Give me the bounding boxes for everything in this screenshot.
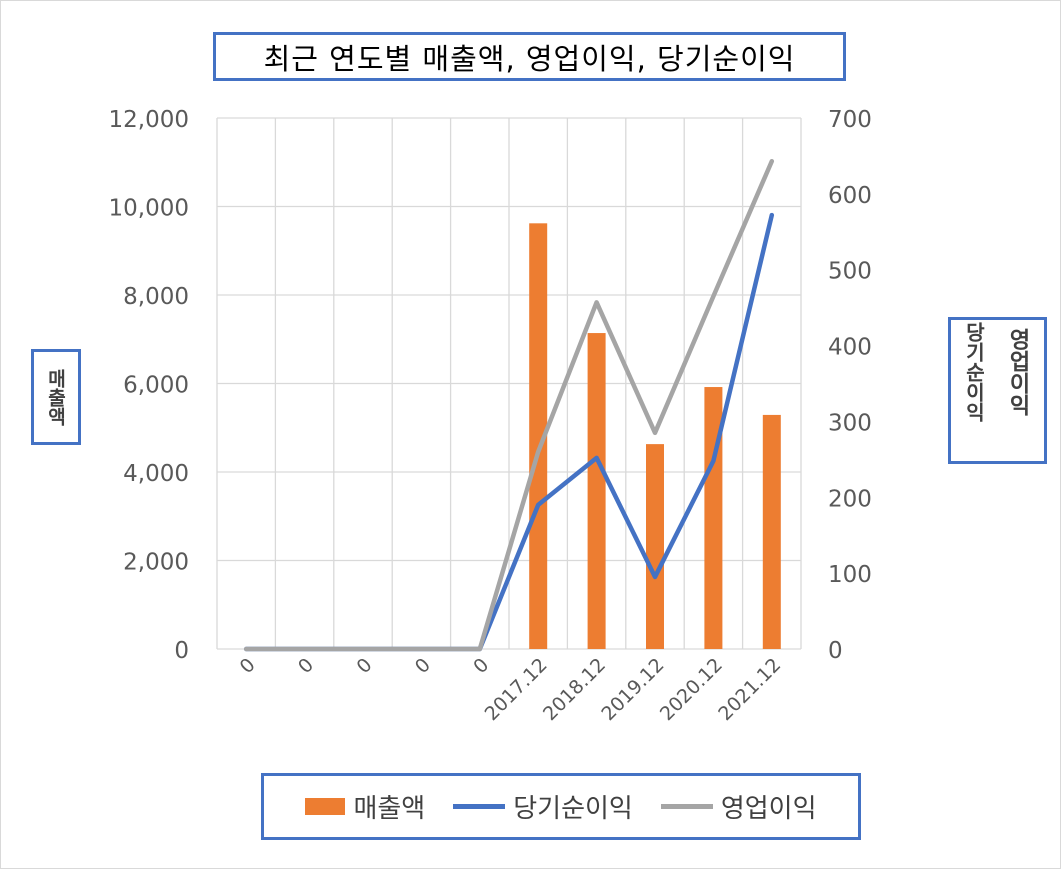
x-tick-label: 2021.12	[714, 654, 785, 725]
legend-item-net-income: 당기순이익	[453, 788, 633, 825]
bar-revenue	[762, 414, 781, 649]
x-tick-label: 0	[411, 654, 435, 678]
legend-item-operating-income: 영업이익	[660, 788, 817, 825]
x-tick-label: 0	[352, 654, 376, 678]
right-tick-label: 500	[828, 259, 872, 285]
right-tick-label: 100	[828, 562, 872, 588]
bar-revenue	[529, 223, 548, 649]
left-tick-label: 6,000	[123, 373, 189, 399]
left-tick-label: 8,000	[123, 284, 189, 310]
x-tick-label: 0	[294, 654, 318, 678]
left-tick-label: 10,000	[109, 196, 189, 222]
bar-revenue	[704, 387, 723, 649]
left-tick-label: 12,000	[109, 107, 189, 133]
x-tick-label: 2018.12	[539, 654, 610, 725]
right-tick-label: 300	[828, 410, 872, 436]
left-tick-label: 2,000	[123, 550, 189, 576]
legend: 매출액 당기순이익 영업이익	[261, 773, 861, 840]
line-operating-income	[243, 158, 775, 652]
right-tick-label: 600	[828, 183, 872, 209]
legend-swatch-operating-income	[660, 804, 713, 809]
left-axis-label: 매출액	[44, 368, 67, 426]
right-axis-label-net: 당기순이익	[962, 322, 986, 422]
left-tick-label: 0	[174, 638, 189, 664]
x-tick-label: 2019.12	[597, 654, 668, 725]
right-tick-label: 0	[828, 638, 843, 664]
x-tick-label: 2017.12	[481, 654, 552, 725]
x-tick-label: 2020.12	[656, 654, 727, 725]
legend-item-revenue: 매출액	[305, 788, 425, 825]
right-tick-label: 400	[828, 335, 872, 361]
right-tick-label: 700	[828, 107, 872, 133]
legend-label-revenue: 매출액	[353, 794, 426, 824]
right-axis-label-box: 영업이익 당기순이익	[948, 317, 1047, 464]
right-axis-label-operating: 영업이익	[1005, 328, 1030, 416]
left-axis-label-box: 매출액	[31, 349, 81, 445]
legend-label-operating-income: 영업이익	[720, 794, 817, 824]
x-tick-label: 0	[236, 654, 260, 678]
legend-label-net-income: 당기순이익	[513, 794, 633, 824]
bar-revenue	[646, 444, 664, 649]
x-tick-label: 0	[469, 654, 493, 678]
chart-title: 최근 연도별 매출액, 영업이익, 당기순이익	[213, 32, 846, 81]
right-tick-label: 200	[828, 486, 872, 512]
left-tick-label: 4,000	[123, 461, 189, 487]
legend-swatch-net-income	[453, 804, 506, 809]
bar-revenue	[587, 333, 606, 649]
legend-swatch-revenue	[305, 798, 346, 815]
chart-title-text: 최근 연도별 매출액, 영업이익, 당기순이익	[263, 41, 796, 76]
